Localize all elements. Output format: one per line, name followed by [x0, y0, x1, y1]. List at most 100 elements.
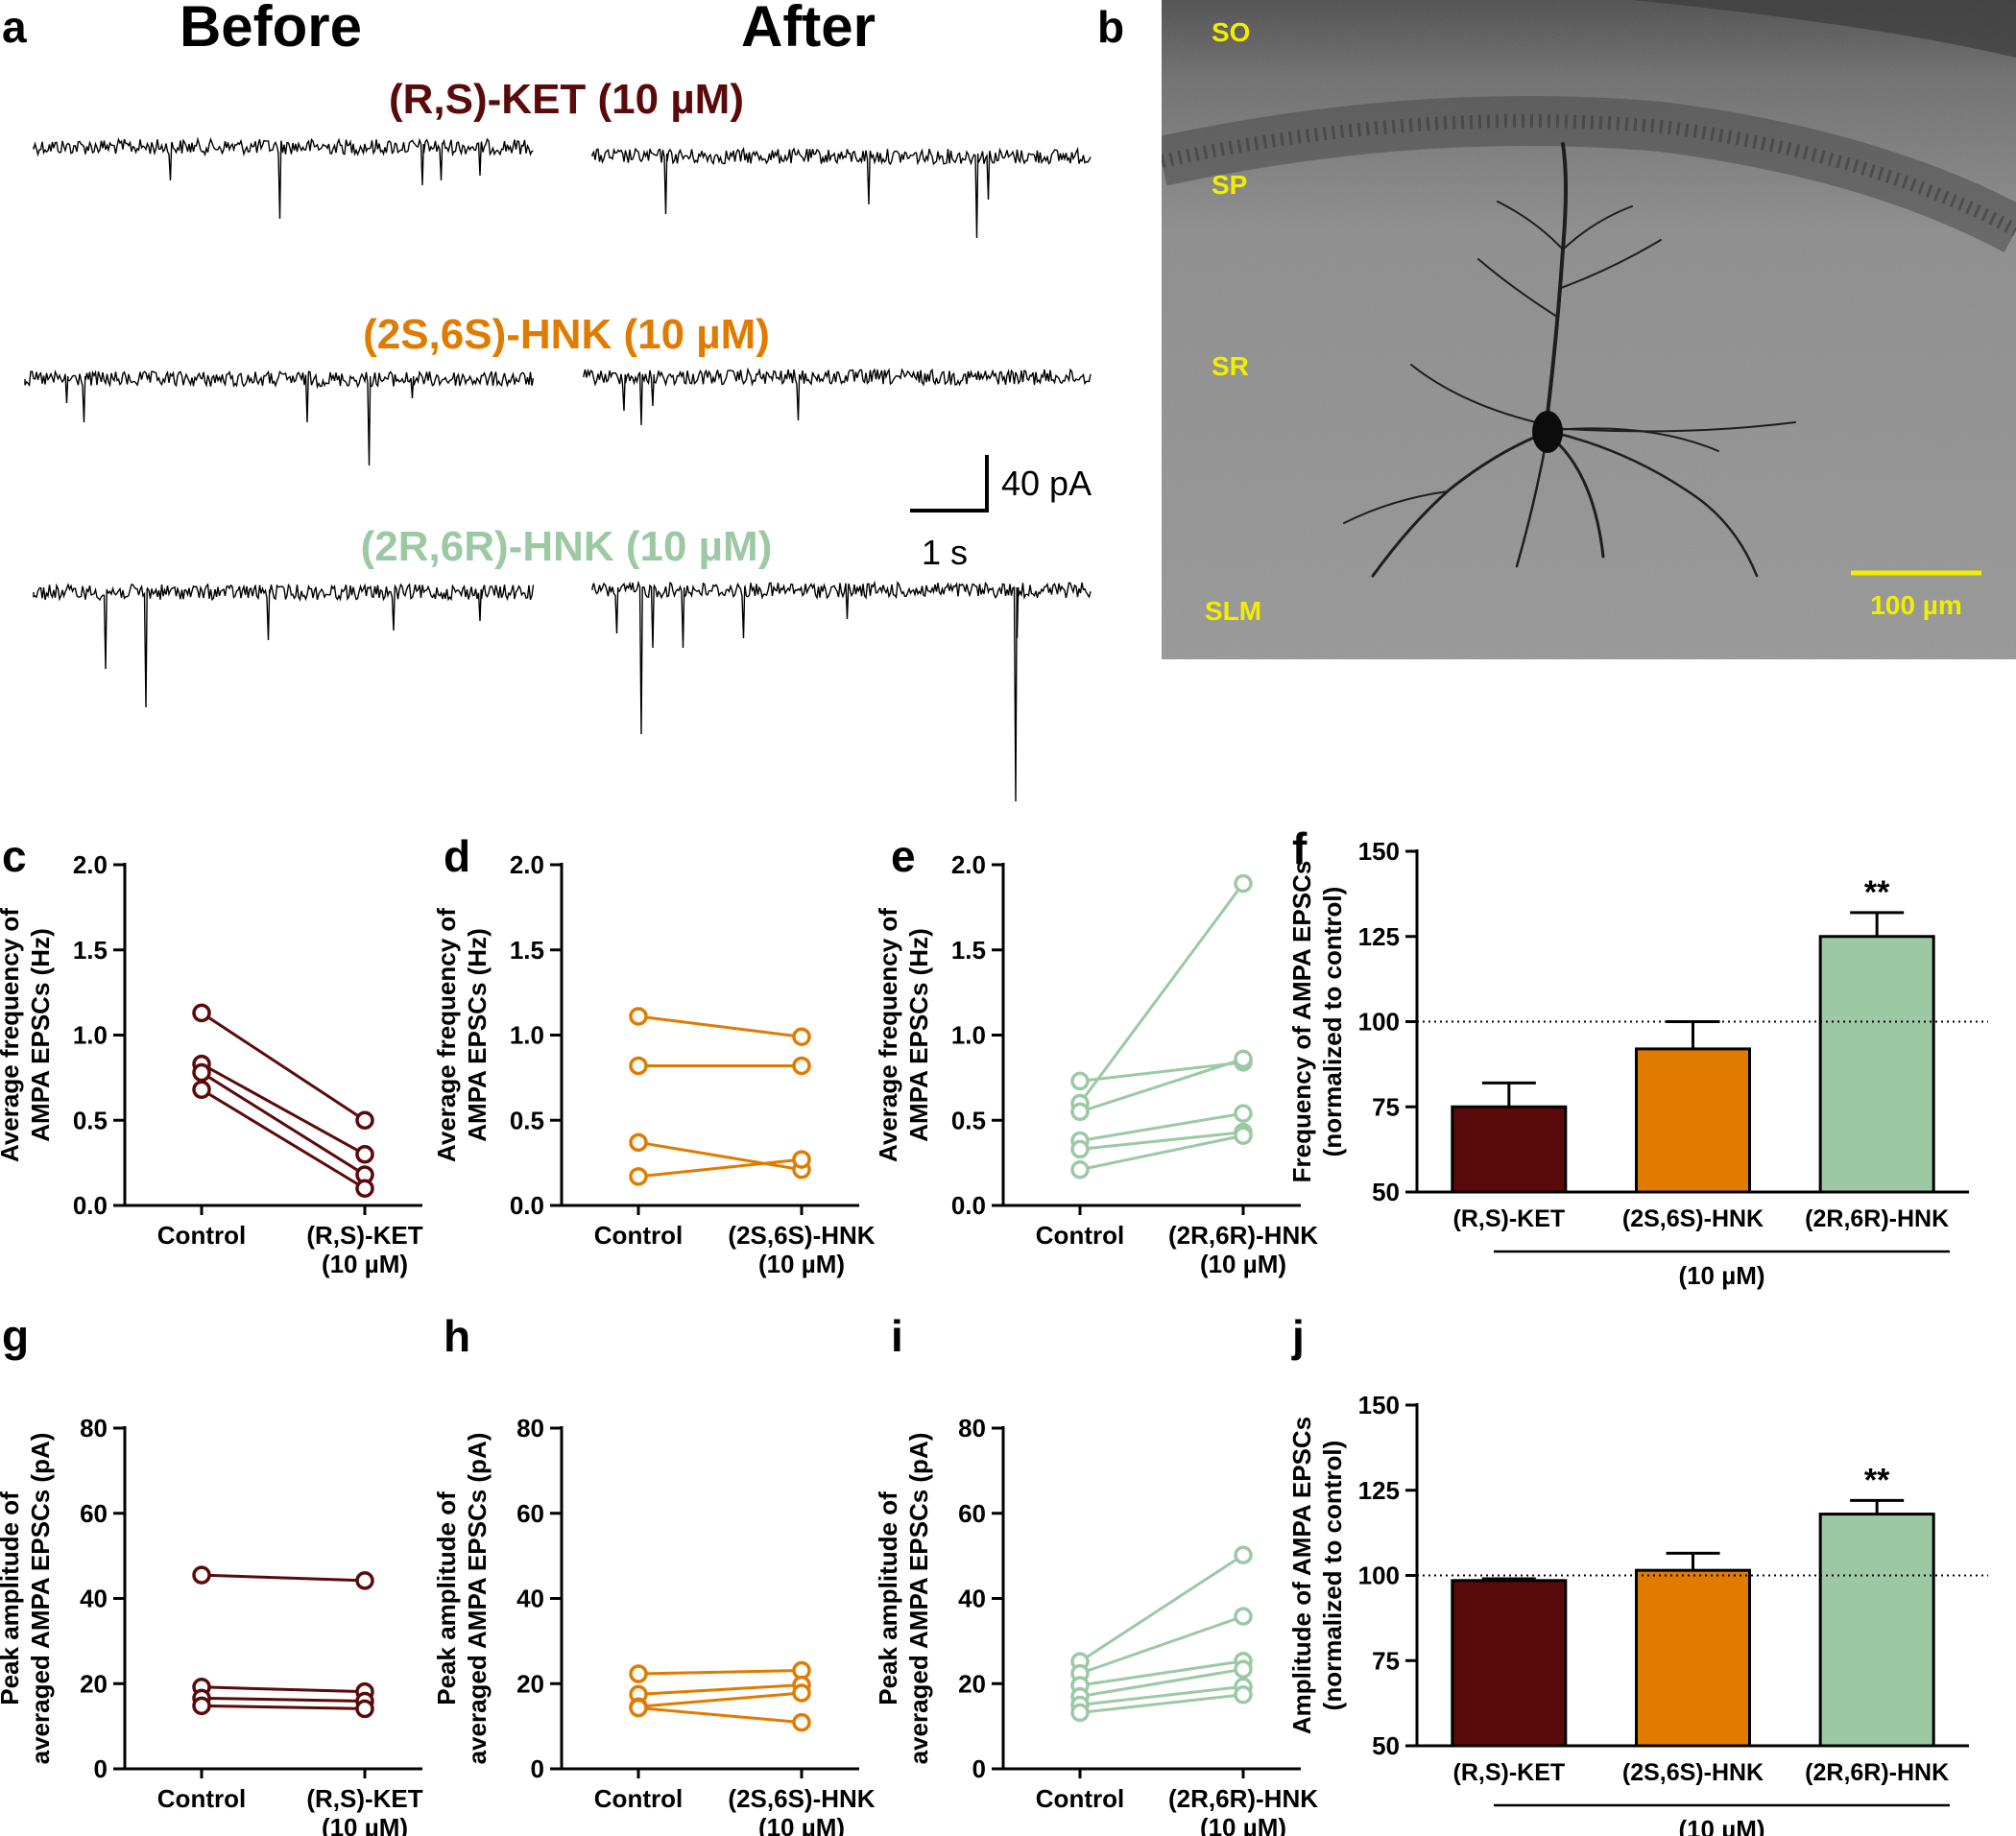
data-point-drug	[355, 1179, 374, 1198]
x-tick-label: (10 µM)	[1200, 1250, 1286, 1278]
layer-label-sp: SP	[1212, 170, 1247, 200]
paired-line	[201, 1012, 366, 1122]
paired-line	[201, 1704, 366, 1710]
panel-letter-j: j	[1291, 1311, 1305, 1361]
data-point-drug	[1234, 1607, 1253, 1626]
y-tick-label: 150	[1358, 837, 1400, 866]
y-tick-label: 60	[958, 1499, 986, 1528]
chart-c: 0.0 0.5 1.0 1.5 2.0 Average frequency ofAMPA …	[0, 850, 423, 1278]
y-axis-label: Average frequency ofAMPA EPSCs (Hz)	[0, 908, 55, 1162]
y-axis-label: Average frequency ofAMPA EPSCs (Hz)	[432, 908, 492, 1162]
epsc-trace	[583, 367, 1092, 426]
chart-i: 0 20 40 60 80 Peak amplitude ofaveraged AMPA …	[874, 1414, 1318, 1836]
scale-x-label: 1 s	[922, 533, 968, 572]
data-point-drug	[1234, 1685, 1253, 1705]
y-tick-label: 0	[94, 1754, 108, 1783]
chart-e: 0.0 0.5 1.0 1.5 2.0 Average frequency ofAMPA …	[874, 850, 1318, 1278]
paired-line	[1079, 1659, 1244, 1687]
after-label: After	[741, 0, 876, 59]
paired-line	[201, 1062, 366, 1156]
y-tick-label: 2.0	[73, 850, 108, 879]
data-point-drug	[792, 1150, 811, 1169]
data-point-drug	[1234, 1545, 1253, 1564]
paired-line	[1079, 1057, 1244, 1113]
paired-line	[637, 1157, 803, 1179]
x-tick-label: (R,S)-KET	[1453, 1759, 1566, 1786]
group-label: (10 µM)	[1678, 1815, 1764, 1836]
x-tick-label: (2R,6R)-HNK	[1168, 1221, 1318, 1250]
epsc-trace	[24, 369, 535, 466]
chart-d: 0.0 0.5 1.0 1.5 2.0 Average frequency ofAMPA …	[432, 850, 876, 1278]
y-tick-label: 100	[1358, 1562, 1400, 1590]
paired-line	[1079, 1553, 1244, 1663]
y-tick-label: 80	[516, 1414, 544, 1443]
paired-line	[201, 1088, 366, 1190]
y-tick-label: 80	[80, 1414, 108, 1443]
charts-area: 0.0 0.5 1.0 1.5 2.0 Average frequency ofAMPA …	[0, 837, 1988, 1836]
epsc-trace	[33, 583, 535, 708]
x-tick-label: Control	[594, 1784, 683, 1813]
y-axis-label: Frequency of AMPA EPSCs(normalized to co…	[1287, 861, 1347, 1183]
data-point-control	[1070, 1703, 1090, 1723]
epsc-trace	[591, 146, 1092, 239]
y-tick-label: 0.0	[73, 1191, 108, 1220]
x-tick-label: (10 µM)	[322, 1250, 408, 1278]
y-tick-label: 0.0	[510, 1191, 544, 1220]
y-tick-label: 60	[80, 1499, 108, 1528]
paired-line	[637, 1683, 803, 1696]
paired-line	[637, 1691, 803, 1708]
epsc-trace	[591, 580, 1092, 802]
paired-line	[201, 1685, 366, 1694]
y-tick-label: 125	[1358, 922, 1400, 951]
y-tick-label: 0.0	[951, 1191, 986, 1220]
y-tick-label: 75	[1372, 1646, 1400, 1675]
y-axis-label: Average frequency ofAMPA EPSCs (Hz)	[874, 908, 933, 1162]
cell-soma	[1532, 411, 1563, 453]
data-point-drug	[355, 1699, 374, 1719]
chart-h: 0 20 40 60 80 Peak amplitude ofaveraged AMPA …	[432, 1414, 876, 1836]
data-point-control	[192, 1062, 211, 1083]
x-tick-label: Control	[157, 1221, 246, 1250]
data-point-control	[629, 1133, 648, 1153]
data-point-control	[192, 1565, 211, 1585]
group-label: (10 µM)	[1678, 1261, 1764, 1290]
bar	[1818, 1513, 1935, 1748]
data-point-control	[1070, 1102, 1090, 1122]
paired-line	[637, 1706, 803, 1725]
trace-title-2r6r: (2R,6R)-HNK (10 µM)	[361, 523, 773, 570]
y-tick-label: 1.0	[951, 1021, 986, 1050]
y-tick-label: 0.5	[951, 1106, 986, 1134]
epsc-traces	[24, 136, 1092, 802]
y-tick-label: 50	[1372, 1731, 1400, 1760]
bar	[1635, 1568, 1751, 1748]
y-tick-label: 60	[516, 1499, 544, 1528]
paired-line	[637, 1668, 803, 1676]
bar	[1818, 935, 1935, 1194]
y-tick-label: 2.0	[510, 850, 544, 879]
data-point-control	[629, 1167, 648, 1186]
data-point-drug	[792, 1712, 811, 1732]
paired-line	[1079, 1131, 1244, 1151]
chart-f: 50 75 100 125 150 Frequency of AMPA EPSCs(nor…	[1287, 837, 1988, 1290]
data-point-control	[629, 1664, 648, 1683]
x-tick-label: Control	[157, 1784, 246, 1813]
y-tick-label: 0	[531, 1754, 544, 1783]
data-point-drug	[1234, 1104, 1253, 1123]
data-point-control	[629, 1007, 648, 1026]
y-tick-label: 0.5	[510, 1106, 544, 1134]
y-tick-label: 80	[958, 1414, 986, 1443]
data-point-drug	[792, 1683, 811, 1703]
data-point-drug	[792, 1027, 811, 1047]
layer-label-so: SO	[1212, 17, 1250, 47]
panel-letter-a: a	[2, 2, 27, 52]
x-tick-label: (2S,6S)-HNK	[728, 1221, 875, 1250]
paired-line	[1079, 1061, 1244, 1083]
x-tick-label: (2R,6R)-HNK	[1168, 1784, 1318, 1813]
y-tick-label: 150	[1358, 1391, 1400, 1419]
data-point-drug	[1234, 873, 1253, 894]
y-axis-label: Peak amplitude ofaveraged AMPA EPSCs (pA…	[0, 1433, 55, 1765]
x-tick-label: Control	[1036, 1784, 1124, 1813]
data-point-drug	[1234, 1126, 1253, 1145]
data-point-drug	[792, 1056, 811, 1076]
data-point-control	[1070, 1139, 1090, 1159]
